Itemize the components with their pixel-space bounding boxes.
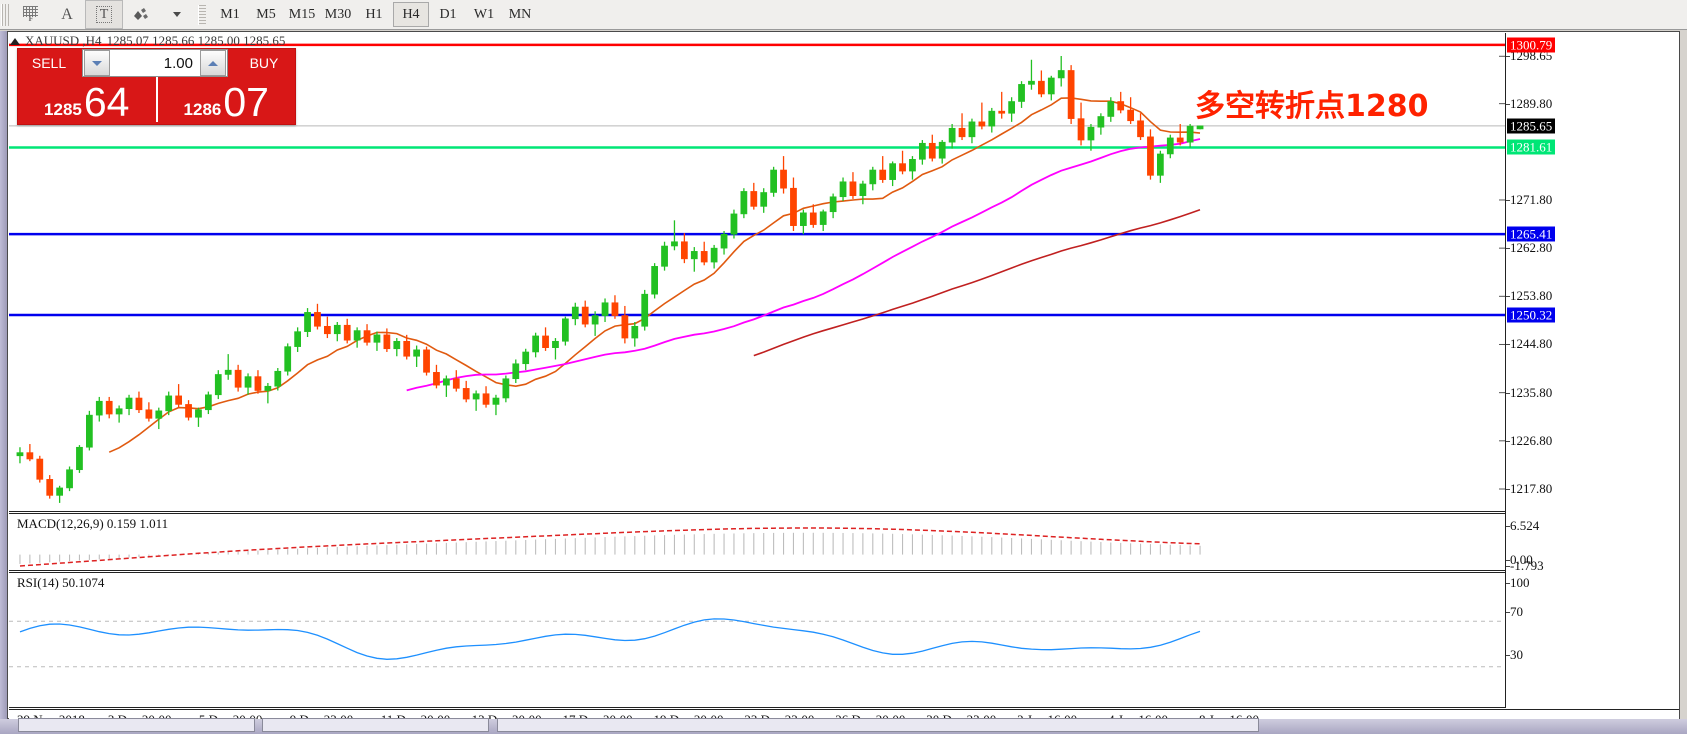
price-scale[interactable]: 1298.65 1289.80 1271.80 1262.80 1253.80 1244.…	[1505, 33, 1679, 708]
one-click-trading-panel[interactable]: SELL 1.00 BUY 1285 64 1286 07	[17, 48, 296, 125]
trade-panel-top: SELL 1.00 BUY	[18, 49, 295, 77]
sell-price-big-figure: 1285	[44, 100, 82, 119]
price-tick: 1253.80	[1505, 288, 1553, 304]
taskbar-button-3[interactable]	[497, 718, 1259, 732]
toolbar-grip[interactable]	[1, 3, 11, 26]
macd-chart	[19, 527, 1201, 567]
sell-button[interactable]: 1285 64	[18, 77, 158, 125]
timeframe-h4[interactable]: H4	[393, 2, 429, 27]
volume-increase-button[interactable]	[200, 50, 226, 76]
chart-window: XAUUSD ,H4 1285.07 1285.66 1285.00 1285.…	[7, 31, 1680, 729]
toolbar-grip-2[interactable]	[198, 4, 206, 25]
price-tick: 1217.80	[1505, 480, 1553, 496]
price-tick: 1244.80	[1505, 336, 1553, 352]
trade-panel-prices: 1285 64 1286 07	[18, 77, 296, 125]
macd-tick: -1.793	[1506, 558, 1544, 573]
price-tick: 1289.80	[1505, 95, 1553, 111]
window-left-edge	[0, 31, 7, 719]
timeframe-m1[interactable]: M1	[220, 6, 240, 22]
macd-label: MACD(12,26,9) 0.159 1.011	[17, 516, 169, 531]
price-tick: 1235.80	[1505, 384, 1553, 400]
collapse-arrow-icon[interactable]	[10, 37, 20, 45]
buy-price-pips: 07	[223, 79, 269, 125]
sell-price-pips: 64	[83, 79, 130, 125]
rsi-label: RSI(14) 50.1074	[17, 575, 105, 590]
taskbar-button-1[interactable]	[18, 718, 255, 732]
timeframe-d1[interactable]: D1	[439, 6, 457, 22]
timeframe-m5[interactable]: M5	[256, 6, 276, 22]
timeframe-mn[interactable]: MN	[508, 6, 532, 22]
buy-button[interactable]: 1286 07	[158, 77, 296, 125]
price-badge: 1285.65	[1507, 118, 1556, 134]
rsi-pane[interactable]: RSI(14) 50.1074	[9, 572, 1505, 708]
candlestick-chart	[9, 43, 1505, 503]
rsi-tick: 70	[1506, 604, 1523, 619]
volume-stepper[interactable]: 1.00	[82, 49, 228, 77]
macd-tick: 6.524	[1505, 518, 1540, 533]
sell-label[interactable]: SELL	[31, 55, 67, 71]
volume-decrease-button[interactable]	[84, 50, 110, 76]
chart-symbol-timeframe: XAUUSD ,H4	[25, 33, 102, 48]
price-badge: 1265.41	[1507, 226, 1556, 242]
chart-annotation: 多空转折点1280	[1195, 89, 1429, 124]
macd-tick: 0.00	[1506, 552, 1533, 567]
rsi-chart	[9, 618, 1505, 668]
buy-price-big-figure: 1286	[183, 100, 222, 119]
rsi-tick: 100	[1506, 575, 1530, 590]
chart-header: XAUUSD ,H4 1285.07 1285.66 1285.00 1285.…	[10, 33, 286, 48]
chart-ohlc: 1285.07 1285.66 1285.00 1285.65	[106, 33, 286, 48]
crosshair-icon[interactable]	[13, 1, 49, 28]
text-label-icon[interactable]: A	[61, 5, 73, 23]
toolbar: A T M1 M5 M15 M30 H1 H4 D1 W1 MN	[0, 0, 1687, 30]
chevron-down-icon[interactable]	[159, 1, 195, 28]
price-tick: 1226.80	[1505, 432, 1553, 448]
macd-pane[interactable]: MACD(12,26,9) 0.159 1.011	[9, 513, 1505, 571]
price-tick: 1271.80	[1505, 191, 1553, 207]
timeframe-m30[interactable]: M30	[324, 6, 352, 22]
rsi-tick: 30	[1506, 647, 1523, 662]
price-badge: 1250.32	[1507, 307, 1556, 323]
objects-icon[interactable]	[123, 1, 159, 28]
timeframe-m15[interactable]: M15	[288, 6, 316, 22]
text-box-icon[interactable]: T	[85, 0, 123, 29]
price-tick: 1262.80	[1505, 240, 1553, 256]
price-badge: 1281.61	[1507, 139, 1556, 155]
volume-input[interactable]: 1.00	[163, 54, 193, 72]
price-badge: 1300.79	[1507, 37, 1556, 53]
timeframe-w1[interactable]: W1	[473, 6, 495, 22]
buy-label[interactable]: BUY	[249, 55, 279, 71]
taskbar-button-2[interactable]	[262, 718, 489, 732]
taskbar	[0, 718, 1687, 734]
timeframe-h1[interactable]: H1	[365, 6, 383, 22]
